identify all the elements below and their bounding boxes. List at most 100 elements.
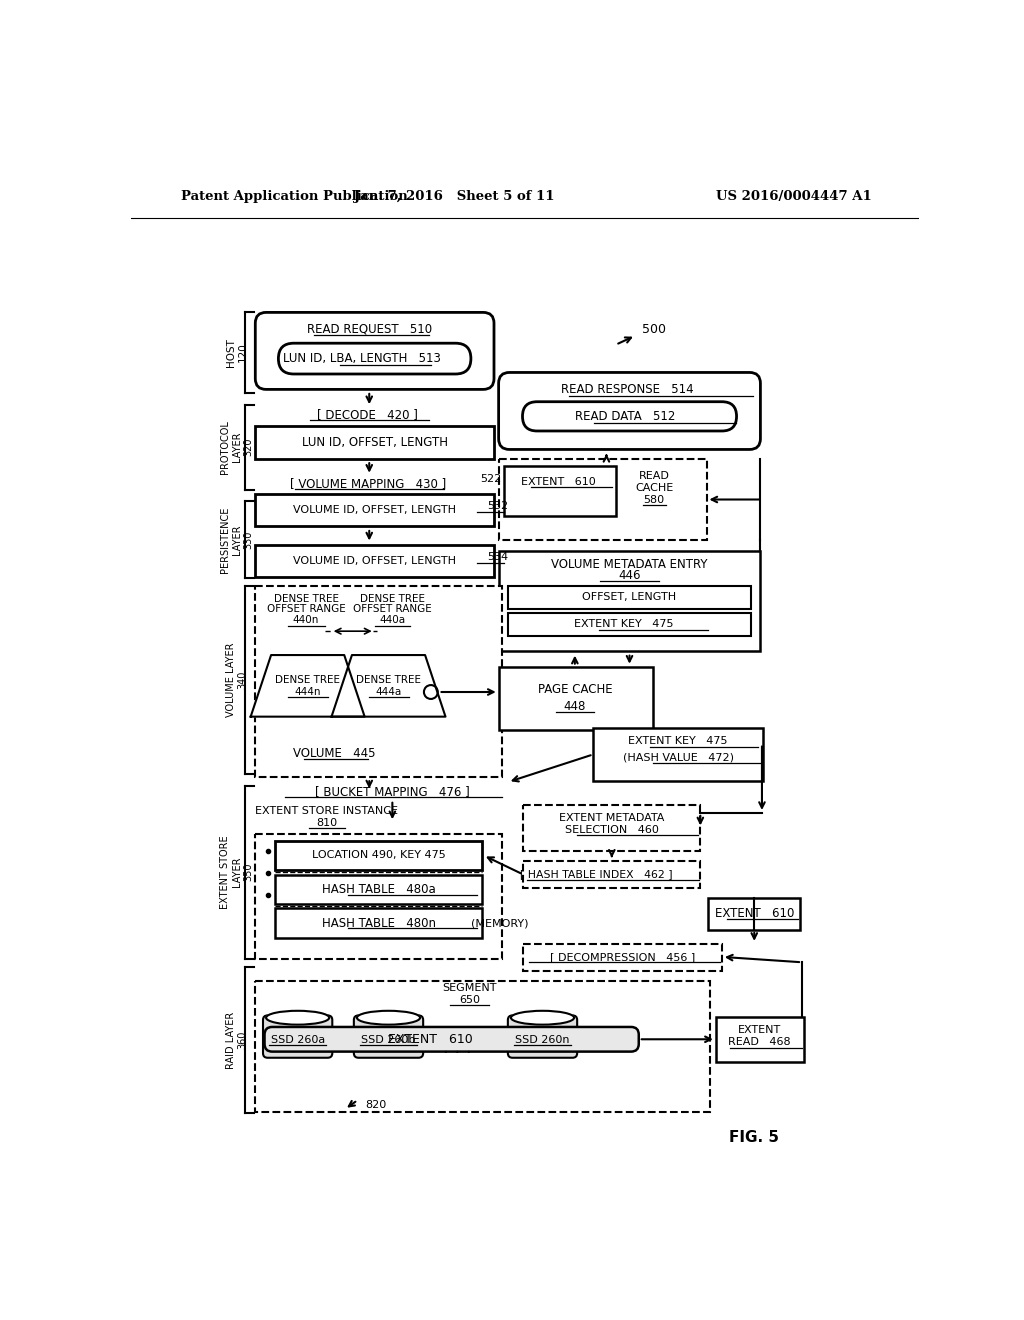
Text: PROTOCOL
LAYER
320: PROTOCOL LAYER 320: [220, 420, 253, 474]
Bar: [275, 841, 481, 870]
Bar: [255, 981, 710, 1111]
Text: SEGMENT: SEGMENT: [442, 983, 497, 994]
Text: VOLUME   445: VOLUME 445: [293, 747, 376, 760]
Text: EXTENT STORE
LAYER
350: EXTENT STORE LAYER 350: [220, 836, 253, 909]
FancyBboxPatch shape: [522, 401, 736, 430]
Text: [ DECOMPRESSION   456 ]: [ DECOMPRESSION 456 ]: [550, 952, 695, 962]
FancyBboxPatch shape: [255, 313, 494, 389]
Text: SSD 260a: SSD 260a: [270, 1035, 325, 1045]
Text: 650: 650: [459, 995, 480, 1005]
Text: (MEMORY): (MEMORY): [471, 917, 529, 928]
Text: Jan. 7, 2016   Sheet 5 of 11: Jan. 7, 2016 Sheet 5 of 11: [353, 190, 554, 203]
Text: 810: 810: [316, 818, 338, 828]
Text: EXTENT KEY   475: EXTENT KEY 475: [573, 619, 673, 630]
Text: READ   468: READ 468: [728, 1038, 791, 1047]
Text: 444a: 444a: [376, 686, 401, 697]
Text: EXTENT STORE INSTANCE: EXTENT STORE INSTANCE: [255, 807, 398, 816]
Text: [ HASH TABLE INDEX   462 ]: [ HASH TABLE INDEX 462 ]: [520, 870, 673, 879]
FancyBboxPatch shape: [354, 1015, 423, 1057]
Bar: [499, 552, 761, 651]
Text: LUN ID, OFFSET, LENGTH: LUN ID, OFFSET, LENGTH: [302, 436, 447, 449]
Text: LUN ID, LBA, LENGTH   513: LUN ID, LBA, LENGTH 513: [283, 352, 440, 366]
Text: SSD 260n: SSD 260n: [515, 1035, 569, 1045]
Text: FIG. 5: FIG. 5: [729, 1130, 779, 1146]
Text: 534: 534: [487, 552, 508, 562]
Text: OFFSET RANGE: OFFSET RANGE: [266, 603, 345, 614]
Text: EXTENT KEY   475: EXTENT KEY 475: [629, 737, 728, 746]
Bar: [523, 944, 722, 970]
Bar: [275, 874, 481, 904]
Bar: [716, 1016, 804, 1061]
Text: [ DECODE   420 ]: [ DECODE 420 ]: [317, 408, 418, 421]
Bar: [504, 466, 615, 516]
Text: PERSISTENCE
LAYER
330: PERSISTENCE LAYER 330: [220, 507, 253, 573]
Text: READ RESPONSE   514: READ RESPONSE 514: [561, 383, 693, 396]
Text: DENSE TREE: DENSE TREE: [275, 676, 340, 685]
Text: VOLUME ID, OFFSET, LENGTH: VOLUME ID, OFFSET, LENGTH: [293, 556, 456, 566]
Bar: [523, 805, 700, 851]
Text: DENSE TREE: DENSE TREE: [359, 594, 425, 603]
Bar: [523, 861, 700, 887]
Text: 446: 446: [618, 569, 641, 582]
Text: OFFSET, LENGTH: OFFSET, LENGTH: [583, 593, 677, 602]
Text: EXTENT   610: EXTENT 610: [388, 1032, 473, 1045]
Ellipse shape: [357, 1011, 420, 1024]
FancyBboxPatch shape: [263, 1015, 333, 1057]
Text: [ BUCKET MAPPING   476 ]: [ BUCKET MAPPING 476 ]: [315, 785, 470, 797]
Text: SSD 260b: SSD 260b: [361, 1035, 416, 1045]
Text: 580: 580: [644, 495, 665, 506]
Bar: [708, 898, 801, 929]
Text: 448: 448: [563, 700, 586, 713]
Bar: [593, 729, 763, 780]
Text: Patent Application Publication: Patent Application Publication: [180, 190, 408, 203]
Bar: [499, 667, 652, 730]
Ellipse shape: [511, 1011, 574, 1024]
Text: HASH TABLE   480n: HASH TABLE 480n: [322, 916, 435, 929]
Text: PAGE CACHE: PAGE CACHE: [538, 684, 612, 696]
Text: DENSE TREE: DENSE TREE: [273, 594, 339, 603]
Text: 522: 522: [480, 474, 502, 484]
Text: . . .: . . .: [443, 1039, 472, 1057]
Bar: [255, 834, 502, 960]
FancyBboxPatch shape: [279, 343, 471, 374]
Text: RAID LAYER
360: RAID LAYER 360: [226, 1011, 248, 1069]
Text: HOST
120: HOST 120: [226, 338, 248, 367]
Text: VOLUME METADATA ENTRY: VOLUME METADATA ENTRY: [551, 557, 708, 570]
Text: (HASH VALUE   472): (HASH VALUE 472): [623, 752, 733, 763]
Text: READ: READ: [639, 471, 670, 480]
Text: 440n: 440n: [293, 615, 319, 626]
Bar: [255, 494, 494, 527]
Bar: [255, 426, 494, 459]
Text: EXTENT METADATA: EXTENT METADATA: [559, 813, 665, 824]
Bar: [508, 586, 752, 609]
Text: LOCATION 490, KEY 475: LOCATION 490, KEY 475: [311, 850, 445, 861]
Text: 820: 820: [365, 1101, 386, 1110]
Bar: [508, 612, 752, 636]
Text: 500: 500: [642, 323, 667, 335]
Bar: [255, 545, 494, 577]
Polygon shape: [251, 655, 365, 717]
Text: VOLUME ID, OFFSET, LENGTH: VOLUME ID, OFFSET, LENGTH: [293, 506, 456, 515]
Text: [ VOLUME MAPPING   430 ]: [ VOLUME MAPPING 430 ]: [290, 477, 445, 490]
Text: VOLUME LAYER
340: VOLUME LAYER 340: [226, 643, 248, 717]
FancyBboxPatch shape: [499, 372, 761, 449]
Text: 532: 532: [487, 502, 508, 511]
Bar: [255, 586, 502, 776]
FancyBboxPatch shape: [508, 1015, 578, 1057]
Text: OFFSET RANGE: OFFSET RANGE: [353, 603, 432, 614]
Text: DENSE TREE: DENSE TREE: [356, 676, 421, 685]
Bar: [275, 908, 481, 937]
Text: READ REQUEST   510: READ REQUEST 510: [307, 323, 432, 335]
Text: EXTENT   610: EXTENT 610: [715, 907, 794, 920]
Text: SELECTION   460: SELECTION 460: [565, 825, 658, 834]
Text: EXTENT: EXTENT: [738, 1026, 781, 1035]
Polygon shape: [332, 655, 445, 717]
Text: 444n: 444n: [295, 686, 321, 697]
Text: 440a: 440a: [379, 615, 406, 626]
Ellipse shape: [266, 1011, 330, 1024]
Text: EXTENT   610: EXTENT 610: [520, 477, 595, 487]
Text: US 2016/0004447 A1: US 2016/0004447 A1: [716, 190, 871, 203]
Bar: [499, 459, 707, 540]
Text: CACHE: CACHE: [635, 483, 674, 492]
Text: READ DATA   512: READ DATA 512: [575, 409, 676, 422]
